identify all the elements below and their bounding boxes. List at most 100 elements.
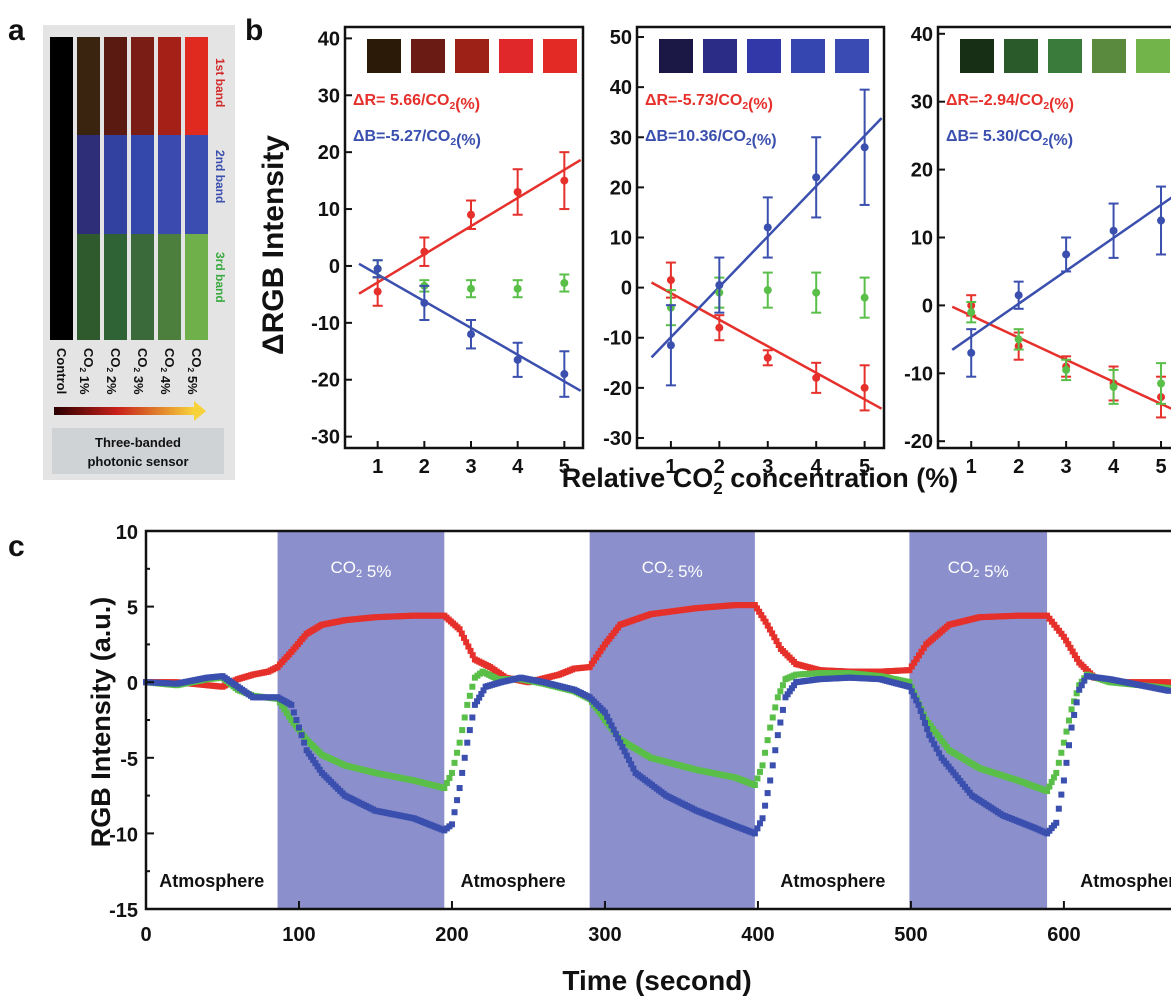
data-point-B (1109, 226, 1118, 235)
trace-point-G (451, 759, 458, 766)
trace-point-R (773, 638, 780, 645)
x-tick-label: 2 (714, 456, 725, 478)
y-tick-label: -20 (311, 370, 340, 392)
trace-point-R (1071, 652, 1078, 659)
x-tick-label: 2 (1013, 456, 1024, 478)
trace-point-G (461, 714, 468, 721)
strip-band3-0 (50, 234, 73, 340)
co2-interval-2 (909, 531, 1048, 909)
data-point-R (763, 353, 772, 362)
panel-letter-a: a (8, 14, 25, 47)
y-tick-label: -10 (904, 363, 933, 385)
data-point-G (860, 293, 869, 302)
equation-delta-b: ΔB=-5.27/CO2(%) (353, 128, 481, 149)
x-tick-label: 200 (435, 924, 468, 946)
data-point-B (560, 370, 569, 379)
trace-point-R (456, 626, 463, 633)
trace-point-G (927, 723, 934, 730)
strip-band1-0 (50, 37, 73, 135)
trace-point-B (478, 690, 485, 697)
data-point-B (666, 341, 675, 350)
trace-point-B (615, 735, 622, 742)
trace-point-G (446, 774, 453, 781)
band-label-3: 3rd band (213, 252, 227, 303)
panel-letter-c: c (8, 530, 25, 563)
column-label-1: CO2 1% (77, 348, 96, 395)
trace-point-R (1048, 618, 1055, 625)
trace-point-B (448, 821, 455, 828)
trace-point-R (766, 626, 773, 633)
y-tick-label: 0 (922, 295, 933, 317)
trace-point-G (456, 739, 463, 746)
data-point-G (763, 286, 772, 295)
trace-point-R (911, 659, 918, 666)
trace-point-R (764, 622, 771, 629)
trace-point-G (443, 780, 450, 786)
trace-point-G (1053, 769, 1060, 776)
subplot-3: -20 -10 0 10 20 30 40 1 2 3 4 5 ΔR=-2.94/CO2(%) ΔB= 5… (904, 24, 1171, 478)
trace-point-R (597, 647, 604, 654)
trace-point-B (601, 709, 608, 716)
x-tick-label: 600 (1047, 924, 1080, 946)
color-swatch-0 (960, 39, 994, 73)
trace-point-G (779, 682, 786, 689)
equation-delta-r: ΔR=-2.94/CO2(%) (946, 92, 1074, 113)
trace-point-B (459, 769, 466, 776)
trace-point-R (918, 648, 925, 655)
trace-point-G (762, 749, 769, 756)
trace-point-B (919, 713, 926, 720)
trace-point-B (777, 719, 784, 726)
y-tick-label: 30 (911, 92, 933, 114)
trace-point-B (612, 731, 619, 738)
trace-point-R (1063, 637, 1070, 644)
equation-delta-b: ΔB= 5.30/CO2(%) (946, 128, 1073, 149)
strip-band3-5 (185, 234, 208, 340)
column-label-3: CO2 3% (131, 348, 150, 395)
x-tick-label: 3 (465, 456, 476, 478)
trace-point-B (288, 701, 295, 708)
trace-point-G (941, 741, 948, 748)
trace-point-B (471, 701, 478, 708)
trace-point-G (930, 726, 937, 733)
y-tick-label: -10 (603, 328, 632, 350)
strip-band1-3 (131, 37, 154, 135)
trace-point-R (769, 630, 776, 637)
trace-point-B (762, 802, 769, 809)
strip-band1-5 (185, 37, 208, 135)
trace-point-B (1078, 682, 1085, 689)
trace-point-G (936, 735, 943, 742)
trace-point-B (1055, 805, 1062, 812)
trace-point-R (758, 612, 765, 619)
x-tick-label: 100 (282, 924, 315, 946)
data-point-B (812, 173, 821, 182)
trace-point-B (1068, 724, 1075, 731)
x-tick-label: 400 (741, 924, 774, 946)
strip-band2-4 (158, 135, 181, 234)
trace-point-B (754, 825, 761, 832)
trace-point-G (939, 738, 946, 745)
trace-point-B (1060, 777, 1067, 784)
trace-point-R (460, 634, 467, 641)
trace-point-B (1053, 819, 1060, 826)
trace-point-B (767, 777, 774, 784)
trace-point-B (924, 726, 931, 733)
data-point-B (467, 330, 475, 339)
arrow-head (194, 401, 206, 421)
trace-point-B (756, 820, 763, 827)
column-label-4: CO2 4% (158, 348, 177, 395)
trace-point-R (1053, 624, 1060, 631)
sensor-caption-line1: Three-banded (95, 435, 181, 450)
trace-point-B (906, 683, 913, 690)
strip-band3-3 (131, 234, 154, 340)
trace-point-R (1165, 679, 1171, 686)
sensor-strips (50, 37, 208, 340)
trace-point-G (1046, 783, 1053, 790)
trace-point-G (1044, 788, 1051, 795)
strip-band1-1 (77, 37, 100, 135)
trace-point-B (936, 750, 943, 757)
trace-point-G (751, 782, 758, 789)
trace-point-R (1058, 630, 1065, 637)
trace-point-B (308, 753, 315, 760)
trace-point-G (597, 710, 604, 717)
x-tick-label: 3 (762, 456, 773, 478)
